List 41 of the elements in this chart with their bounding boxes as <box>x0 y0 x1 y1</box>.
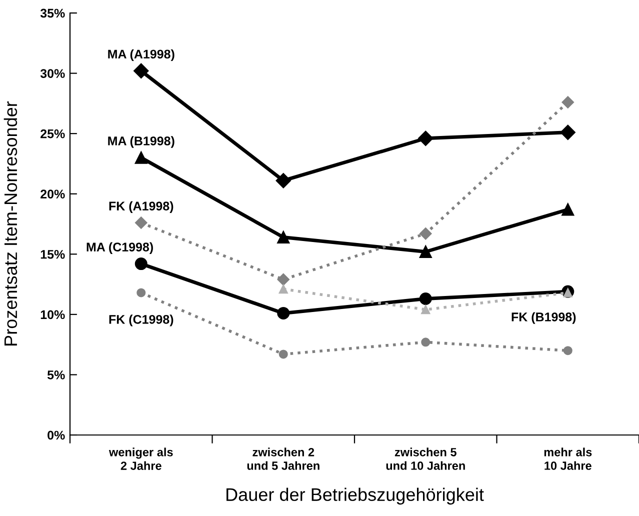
point <box>421 305 430 314</box>
point <box>134 151 148 164</box>
series-label: FK (B1998) <box>512 312 576 324</box>
y-tick-label: 10% <box>40 310 65 320</box>
x-tick-label: zwischen 5 und 10 Jahren <box>386 448 465 470</box>
point <box>134 63 149 78</box>
point <box>420 228 432 240</box>
point <box>277 273 290 286</box>
y-tick-label: 35% <box>40 8 65 18</box>
point <box>563 346 572 356</box>
series-label: MA (C1998) <box>86 242 153 254</box>
y-tick-label: 5% <box>47 370 65 380</box>
series-label: MA (B1998) <box>108 136 174 148</box>
point <box>562 96 574 108</box>
point <box>134 258 148 270</box>
point <box>277 306 290 320</box>
point <box>562 203 574 216</box>
point <box>276 173 291 188</box>
point <box>278 350 288 359</box>
series-label: FK (A1998) <box>109 201 174 213</box>
y-tick-label: 0% <box>48 430 65 440</box>
x-tick-label: mehr als 10 Jahre <box>544 448 592 470</box>
point <box>277 231 290 244</box>
point <box>419 292 432 306</box>
x-axis-title: Dauer der Betriebszugehörigkeit <box>226 488 484 505</box>
series-label: MA (A1998) <box>108 49 174 62</box>
point <box>136 288 146 298</box>
y-tick-label: 20% <box>40 190 65 199</box>
y-tick-label: 15% <box>40 250 65 259</box>
y-axis-title: Prozentsatz Item-Nonresonder <box>4 101 18 346</box>
x-tick-label: weniger als 2 Jahre <box>108 448 173 470</box>
point <box>421 338 430 347</box>
y-tick-label: 30% <box>40 69 65 78</box>
x-tick-label: zwischen 2 und 5 Jahren <box>247 448 320 470</box>
y-tick-label: 25% <box>40 129 65 138</box>
series-label: FK (C1998) <box>109 314 174 326</box>
point <box>278 284 288 294</box>
point <box>135 216 148 229</box>
point <box>560 124 576 140</box>
point <box>419 245 432 258</box>
point <box>418 130 434 146</box>
